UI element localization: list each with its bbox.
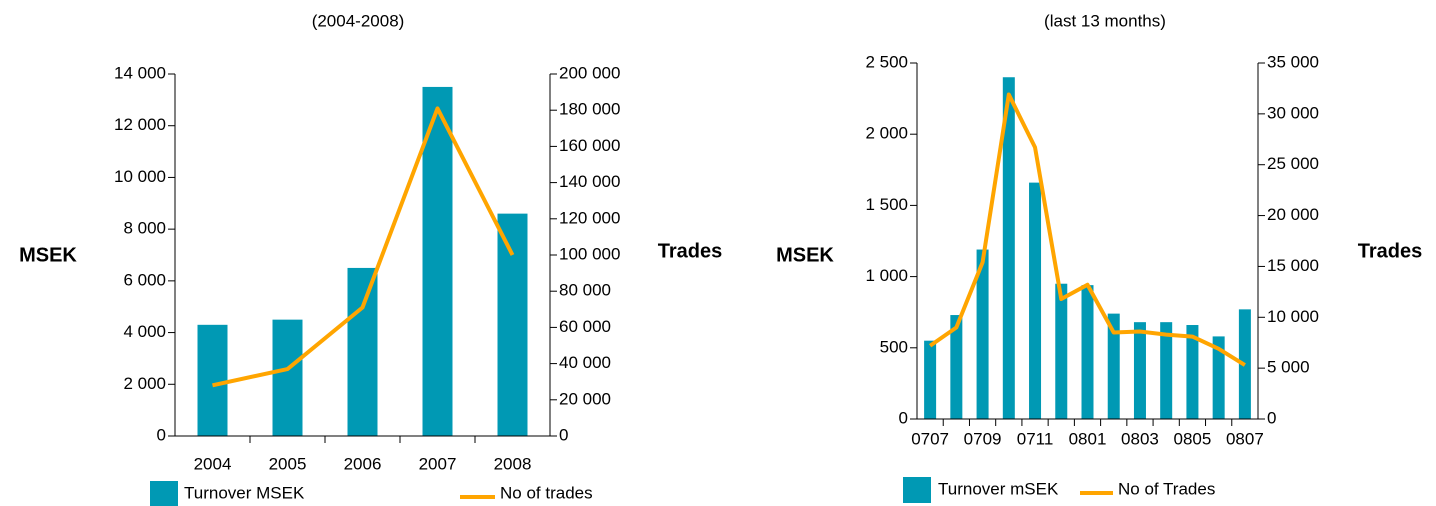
- bar: [1002, 77, 1015, 420]
- x-tick-label: 0801: [1069, 429, 1107, 448]
- y2-tick-label: 25 000: [1267, 154, 1319, 173]
- y-tick-label: 1 500: [865, 195, 908, 214]
- y-tick-label: 6 000: [123, 270, 166, 289]
- bar: [197, 324, 228, 436]
- legend-swatch: [150, 481, 178, 506]
- y-tick-label: 2 500: [865, 52, 908, 71]
- legend-label: No of Trades: [1118, 479, 1215, 498]
- x-tick-label: 0709: [964, 429, 1002, 448]
- x-tick-label: 2006: [344, 454, 382, 473]
- y-tick-label: 0: [899, 408, 908, 427]
- bar: [976, 249, 989, 419]
- y2-tick-label: 120 000: [559, 208, 620, 227]
- y-tick-label: 2 000: [123, 374, 166, 393]
- bar: [1029, 182, 1042, 419]
- y-tick-label: 14 000: [114, 63, 166, 82]
- bar: [347, 267, 378, 436]
- line: [928, 92, 1246, 367]
- legend-label: Turnover MSEK: [184, 483, 305, 502]
- y2-tick-label: 200 000: [559, 63, 620, 82]
- y-tick-label: 4 000: [123, 322, 166, 341]
- bar: [1186, 325, 1199, 419]
- y2-tick-label: 30 000: [1267, 103, 1319, 122]
- y2-tick-label: 10 000: [1267, 307, 1319, 326]
- y2-tick-label: 160 000: [559, 136, 620, 155]
- y2-axis-label: Trades: [1358, 240, 1422, 262]
- x-tick-label: 0707: [911, 429, 949, 448]
- line: [212, 106, 515, 388]
- chart-title: (last 13 months): [1044, 11, 1166, 30]
- bar: [1160, 322, 1173, 419]
- bar: [1081, 285, 1094, 419]
- y2-tick-label: 80 000: [559, 281, 611, 300]
- y-tick-label: 2 000: [865, 124, 908, 143]
- y-axis-label: MSEK: [19, 244, 77, 266]
- bar: [272, 319, 303, 436]
- x-tick-label: 0807: [1226, 429, 1264, 448]
- y-tick-label: 500: [880, 337, 908, 356]
- bar: [1133, 322, 1146, 419]
- x-tick-label: 2005: [269, 454, 307, 473]
- x-tick-label: 2008: [494, 454, 532, 473]
- y-tick-label: 10 000: [114, 167, 166, 186]
- y2-tick-label: 0: [559, 425, 568, 444]
- y-tick-label: 1 000: [865, 266, 908, 285]
- y2-tick-label: 140 000: [559, 172, 620, 191]
- bar: [1107, 313, 1120, 419]
- x-tick-label: 2004: [194, 454, 232, 473]
- x-tick-label: 2007: [419, 454, 457, 473]
- y2-tick-label: 35 000: [1267, 52, 1319, 71]
- y2-tick-label: 0: [1267, 408, 1276, 427]
- y-tick-label: 12 000: [114, 115, 166, 134]
- x-tick-label: 0805: [1174, 429, 1212, 448]
- bar: [497, 213, 528, 436]
- bar: [1055, 283, 1068, 419]
- bar: [924, 340, 937, 419]
- y-axis-label: MSEK: [776, 244, 834, 266]
- bar: [1212, 336, 1225, 419]
- y-tick-label: 8 000: [123, 219, 166, 238]
- legend-label: No of trades: [500, 483, 593, 502]
- legend-label: Turnover mSEK: [938, 479, 1059, 498]
- chart-title: (2004-2008): [312, 11, 405, 30]
- x-tick-label: 0803: [1121, 429, 1159, 448]
- bar: [950, 315, 963, 419]
- legend-swatch: [903, 477, 931, 503]
- y2-tick-label: 5 000: [1267, 358, 1310, 377]
- x-tick-label: 0711: [1017, 429, 1054, 448]
- y2-tick-label: 100 000: [559, 244, 620, 263]
- y2-axis-label: Trades: [658, 240, 722, 262]
- y2-tick-label: 180 000: [559, 100, 620, 119]
- y2-tick-label: 60 000: [559, 317, 611, 336]
- y2-tick-label: 20 000: [559, 389, 611, 408]
- y2-tick-label: 15 000: [1267, 256, 1319, 275]
- bar: [422, 86, 453, 436]
- y2-tick-label: 20 000: [1267, 205, 1319, 224]
- y-tick-label: 0: [157, 425, 166, 444]
- y2-tick-label: 40 000: [559, 353, 611, 372]
